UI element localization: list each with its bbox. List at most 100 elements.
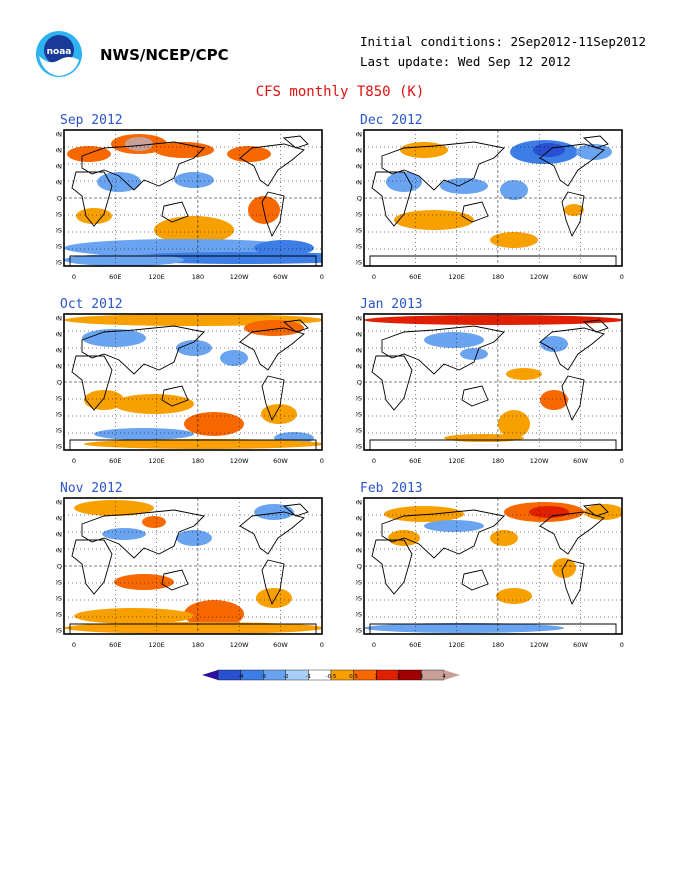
lat-tick-label: 80N	[356, 315, 362, 323]
panel-title: Oct 2012	[60, 297, 123, 312]
anomaly-region	[254, 504, 294, 520]
anomaly-region	[174, 172, 214, 188]
anomaly-region	[576, 144, 612, 160]
lat-tick-label: EQ	[356, 379, 362, 387]
anomaly-region	[227, 146, 271, 162]
lat-tick-label: EQ	[56, 195, 62, 203]
lon-tick-label: 120E	[148, 641, 165, 649]
lat-tick-label: 20S	[356, 211, 362, 219]
coastline	[282, 319, 309, 333]
coastline	[161, 569, 189, 591]
colorbar-arrow-right	[444, 670, 460, 680]
lon-tick-label: 120E	[148, 273, 165, 281]
anomaly-region	[256, 588, 292, 608]
coastline	[371, 355, 413, 411]
lon-tick-label: 0	[620, 641, 624, 649]
coastline	[71, 355, 113, 411]
anomaly-region	[176, 530, 212, 546]
lon-tick-label: 0	[72, 457, 76, 465]
coastline	[282, 503, 309, 517]
lon-tick-label: 60E	[109, 641, 121, 649]
colorbar-tick-label: 0.5	[349, 674, 358, 680]
anomaly-region	[154, 142, 214, 158]
coastline	[282, 135, 309, 149]
map-panel-sep-2012: Sep 2012 80N 60N 40N 20N EQ 20S 40S 60S 80S 0 60E 1…	[56, 113, 326, 284]
color-scale-legend: -4 -3 -2 -1 -0.5 0.5 1 2 3 4	[202, 669, 460, 681]
lat-tick-label: 40N	[356, 531, 362, 539]
anomaly-region	[244, 320, 304, 336]
anomaly-region	[394, 210, 474, 230]
lon-tick-label: 0	[372, 273, 376, 281]
map-frame	[363, 313, 623, 451]
lat-tick-label: EQ	[56, 379, 62, 387]
coastline	[69, 623, 317, 634]
colorbar-tick-label: -2	[283, 674, 288, 680]
anomaly-region	[540, 390, 568, 410]
anomaly-region	[500, 180, 528, 200]
anomaly-region	[184, 412, 244, 436]
coastline	[239, 143, 305, 187]
lon-tick-label: 60E	[409, 273, 421, 281]
initial-conditions: Initial conditions: 2Sep2012-11Sep2012	[360, 34, 646, 49]
lon-tick-label: 120E	[448, 641, 465, 649]
anomaly-region	[125, 137, 153, 151]
colorbar-tick-label: -4	[238, 674, 244, 680]
coastline	[369, 439, 617, 450]
anomaly-region	[64, 254, 184, 266]
anomaly-region	[97, 172, 141, 192]
lon-tick-label: 120E	[448, 457, 465, 465]
anomaly-region	[584, 504, 622, 520]
coastline	[69, 255, 317, 266]
lat-tick-label: 60N	[56, 331, 62, 339]
lat-tick-label: 60N	[56, 147, 62, 155]
lat-tick-label: EQ	[56, 563, 62, 571]
anomaly-region	[64, 622, 322, 634]
anomaly-region	[84, 390, 124, 410]
lat-tick-label: 60N	[56, 515, 62, 523]
lat-tick-label: 20N	[356, 179, 362, 187]
anomaly-map: 80N 60N 40N 20N EQ 20S 40S 60S 80S 0 60E 120E 180 120…	[356, 129, 624, 281]
anomaly-region	[386, 172, 422, 192]
map-panel-oct-2012: Oct 2012 80N 60N 40N 20N EQ 20S 40S 60S 80S 0 60E 1…	[56, 297, 326, 468]
lat-tick-label: 80N	[56, 315, 62, 323]
coastline	[261, 559, 285, 606]
lat-tick-label: 40S	[56, 411, 62, 419]
lon-tick-label: 60E	[409, 457, 421, 465]
coastline	[582, 319, 609, 333]
anomaly-region	[424, 520, 484, 532]
anomaly-region	[176, 340, 212, 356]
coastline	[561, 191, 585, 238]
lon-tick-label: 0	[320, 457, 324, 465]
coastline	[371, 171, 413, 227]
lat-tick-label: 40S	[56, 227, 62, 235]
lat-tick-label: 20S	[56, 395, 62, 403]
coastline	[261, 191, 285, 238]
lon-tick-label: 0	[620, 457, 624, 465]
lat-tick-label: 40N	[56, 531, 62, 539]
lat-tick-label: 20S	[356, 579, 362, 587]
lon-tick-label: 180	[192, 457, 204, 465]
anomaly-region	[440, 178, 488, 194]
lat-tick-label: 40S	[56, 595, 62, 603]
lon-tick-label: 0	[320, 273, 324, 281]
coastline	[561, 559, 585, 606]
lon-tick-label: 0	[620, 273, 624, 281]
lon-tick-label: 180	[492, 457, 504, 465]
anomaly-region	[424, 332, 484, 348]
lat-tick-label: 80S	[356, 443, 362, 451]
anomaly-region	[254, 240, 314, 256]
anomaly-region	[220, 350, 248, 366]
agency-label: NWS/NCEP/CPC	[100, 46, 229, 64]
lon-tick-label: 180	[492, 273, 504, 281]
lon-tick-label: 60W	[273, 273, 288, 281]
coastline	[369, 623, 617, 634]
lat-tick-label: 20S	[56, 211, 62, 219]
coastline	[71, 171, 113, 227]
lon-tick-label: 60E	[109, 457, 121, 465]
lat-tick-label: 20N	[56, 179, 62, 187]
colorbar-tick-label: -0.5	[326, 674, 337, 680]
lat-tick-label: 20N	[56, 547, 62, 555]
anomaly-region	[74, 608, 194, 624]
map-frame	[363, 129, 623, 267]
coastline	[71, 539, 113, 595]
